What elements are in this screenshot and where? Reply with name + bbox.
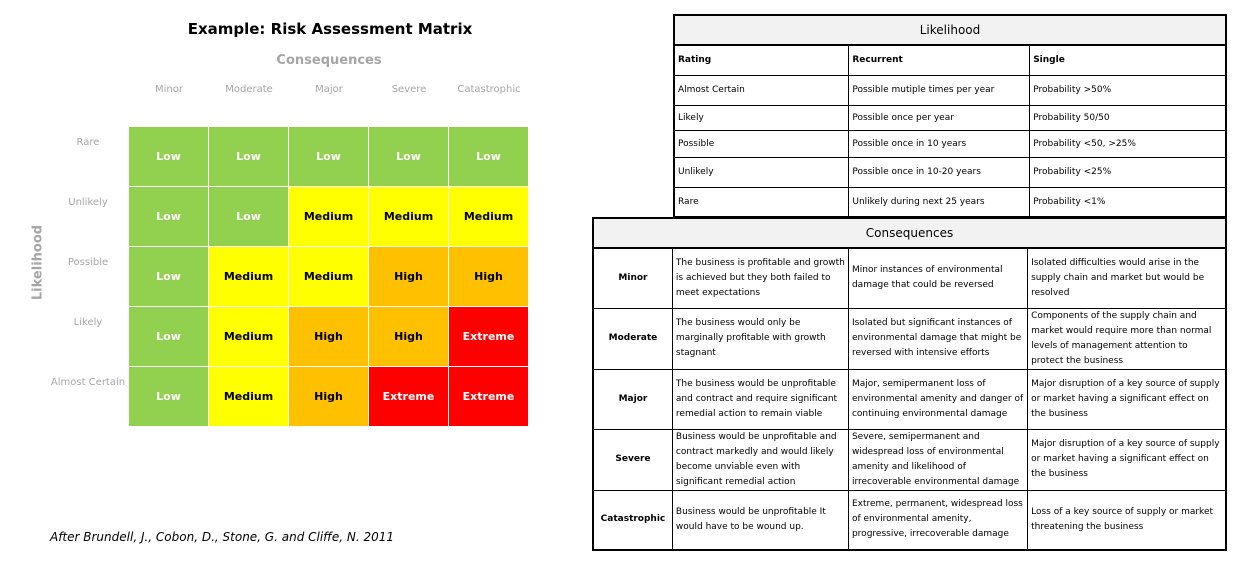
consequence-description: Loss of a key source of supply or market… xyxy=(1027,489,1227,551)
consequence-description: Business would be unprofitable and contr… xyxy=(671,428,849,491)
consequence-label: Major xyxy=(592,368,673,430)
likelihood-header: Rating xyxy=(673,44,850,76)
likelihood-row: Unlikely Possible once in 10-20 years Prob… xyxy=(673,156,1227,188)
likelihood-cell: Probability <1% xyxy=(1029,186,1227,218)
column-label: Major xyxy=(315,84,343,95)
likelihood-cell: Rare xyxy=(673,186,850,218)
consequence-row: Moderate The business would only be margi… xyxy=(592,307,1227,370)
likelihood-row: Rare Unlikely during next 25 years Probabi… xyxy=(673,186,1227,218)
row-label: Unlikely xyxy=(68,197,108,208)
row-label: Almost Certain xyxy=(50,377,126,388)
likelihood-cell: Probability <50, >25% xyxy=(1029,129,1227,158)
likelihood-row: Possible Possible once in 10 years Probabi… xyxy=(673,129,1227,158)
consequence-description: Isolated but significant instances of en… xyxy=(847,307,1029,370)
risk-cell: Medium xyxy=(209,307,288,366)
likelihood-cell: Probability 50/50 xyxy=(1029,104,1227,131)
consequence-description: Major disruption of a key source of supp… xyxy=(1027,368,1227,430)
consequence-description: Major, semipermanent loss of environment… xyxy=(847,368,1029,430)
likelihood-cell: Possible once in 10-20 years xyxy=(848,156,1031,188)
risk-cell: Low xyxy=(129,247,208,306)
risk-cell: Low xyxy=(209,187,288,246)
consequence-description: The business would be unprofitable and c… xyxy=(671,368,849,430)
risk-cell: Low xyxy=(129,187,208,246)
row-label: Likely xyxy=(73,317,103,328)
consequence-label: Minor xyxy=(592,247,673,309)
consequence-row: Minor The business is profitable and grow… xyxy=(592,247,1227,309)
risk-cell: High xyxy=(449,247,528,306)
risk-cell: Medium xyxy=(289,187,368,246)
consequences-table: Consequences Minor The business is profit… xyxy=(592,217,1227,551)
consequence-description: Severe, semipermanent and widespread los… xyxy=(847,428,1029,491)
consequence-row: Severe Business would be unprofitable and… xyxy=(592,428,1227,491)
consequences-axis-label: Consequences xyxy=(276,53,382,68)
likelihood-cell: Almost Certain xyxy=(673,74,850,106)
consequence-description: Isolated difficulties would arise in the… xyxy=(1027,247,1227,309)
consequences-table-title: Consequences xyxy=(592,217,1227,249)
risk-cell: Medium xyxy=(289,247,368,306)
risk-cell: Low xyxy=(209,127,288,186)
likelihood-cell: Unlikely xyxy=(673,156,850,188)
risk-cell: High xyxy=(369,307,448,366)
risk-cell: Low xyxy=(129,307,208,366)
column-label: Minor xyxy=(155,84,183,95)
column-label: Catastrophic xyxy=(457,84,521,95)
risk-cell: Extreme xyxy=(369,367,448,426)
risk-cell: Medium xyxy=(209,367,288,426)
likelihood-table: Likelihood Rating Recurrent Single Almost C… xyxy=(673,14,1227,218)
risk-cell: Low xyxy=(369,127,448,186)
likelihood-cell: Likely xyxy=(673,104,850,131)
consequence-label: Catastrophic xyxy=(592,489,673,551)
consequence-label: Severe xyxy=(592,428,673,491)
risk-cell: High xyxy=(289,367,368,426)
consequence-description: Minor instances of environmental damage … xyxy=(847,247,1029,309)
likelihood-cell: Possible xyxy=(673,129,850,158)
risk-cell: Extreme xyxy=(449,367,528,426)
risk-cell: High xyxy=(369,247,448,306)
risk-cell: Low xyxy=(129,367,208,426)
likelihood-header: Single xyxy=(1029,44,1227,76)
column-label: Severe xyxy=(391,84,427,95)
likelihood-cell: Possible mutiple times per year xyxy=(848,74,1031,106)
column-label: Moderate xyxy=(225,84,273,95)
consequence-row: Major The business would be unprofitable … xyxy=(592,368,1227,430)
risk-cell: Medium xyxy=(369,187,448,246)
consequence-description: Extreme, permanent, widespread loss of e… xyxy=(847,489,1029,551)
consequence-description: Business would be unprofitable It would … xyxy=(671,489,849,551)
citation: After Brundell, J., Cobon, D., Stone, G.… xyxy=(50,530,394,544)
likelihood-cell: Possible once per year xyxy=(848,104,1031,131)
risk-cell: Medium xyxy=(449,187,528,246)
consequence-description: Components of the supply chain and marke… xyxy=(1027,307,1227,370)
likelihood-row: Almost Certain Possible mutiple times per… xyxy=(673,74,1227,106)
risk-cell: Medium xyxy=(209,247,288,306)
risk-cell: Low xyxy=(289,127,368,186)
likelihood-table-title: Likelihood xyxy=(673,14,1227,46)
likelihood-row: Likely Possible once per year Probability … xyxy=(673,104,1227,131)
likelihood-cell: Possible once in 10 years xyxy=(848,129,1031,158)
row-label: Possible xyxy=(67,257,109,268)
consequence-description: Major disruption of a key source of supp… xyxy=(1027,428,1227,491)
likelihood-cell: Unlikely during next 25 years xyxy=(848,186,1031,218)
risk-cell: Low xyxy=(129,127,208,186)
row-label: Rare xyxy=(76,137,100,148)
consequence-description: The business would only be marginally pr… xyxy=(671,307,849,370)
consequence-row: Catastrophic Business would be unprofitab… xyxy=(592,489,1227,551)
consequence-description: The business is profitable and growth is… xyxy=(671,247,849,309)
likelihood-header: Recurrent xyxy=(848,44,1031,76)
risk-cell: Extreme xyxy=(449,307,528,366)
risk-cell: Low xyxy=(449,127,528,186)
likelihood-cell: Probability <25% xyxy=(1029,156,1227,188)
likelihood-cell: Probability >50% xyxy=(1029,74,1227,106)
matrix-title: Example: Risk Assessment Matrix xyxy=(187,20,473,38)
risk-cell: High xyxy=(289,307,368,366)
consequence-label: Moderate xyxy=(592,307,673,370)
risk-matrix-grid: Low Low Low Low Low Low Low Medium Medium Medium L… xyxy=(129,127,528,426)
